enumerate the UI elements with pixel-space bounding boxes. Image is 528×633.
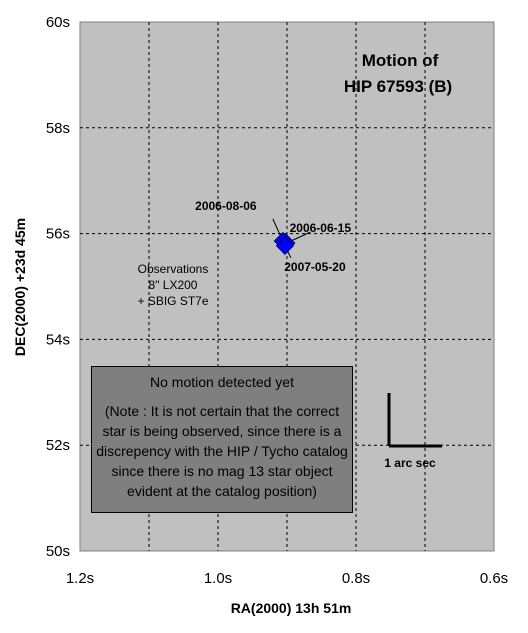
data-point	[275, 236, 295, 255]
y-tick-label: 58s	[46, 120, 70, 137]
y-tick-label: 54s	[46, 331, 70, 348]
x-tick-label: 0.8s	[342, 570, 370, 587]
tick-labels: 1.2s 1.0s 0.8s 0.6s 50s 52s 54s 56s 58s 60s	[46, 14, 508, 587]
point-label: 2006-08-06	[195, 199, 257, 213]
note-body: (Note : It is not certain that the corre…	[96, 403, 348, 499]
y-tick-label: 52s	[46, 437, 70, 454]
x-tick-label: 1.2s	[66, 570, 94, 587]
observations-line-3: + SBIG ST7e	[137, 294, 208, 308]
observations-line-2: 8" LX200	[149, 278, 198, 292]
point-annotations: 2006-08-06 2006-06-15 2007-05-20	[195, 199, 351, 274]
y-axis-title: DEC(2000) +23d 45m	[12, 218, 28, 356]
observations-line-1: Observations	[138, 262, 209, 276]
point-label: 2006-06-15	[290, 221, 352, 235]
note-heading: No motion detected yet	[150, 374, 294, 390]
y-tick-label: 60s	[46, 14, 70, 31]
data-points	[273, 231, 296, 255]
chart-title-line2: HIP 67593 (B)	[344, 77, 452, 96]
x-tick-label: 1.0s	[204, 570, 232, 587]
y-tick-label: 56s	[46, 226, 70, 243]
x-axis-title: RA(2000) 13h 51m	[231, 600, 352, 616]
y-tick-label: 50s	[46, 543, 70, 560]
point-label: 2007-05-20	[284, 260, 346, 274]
x-tick-label: 0.6s	[480, 570, 508, 587]
note-box: No motion detected yet (Note : It is not…	[91, 366, 353, 513]
scale-bar-label: 1 arc sec	[384, 456, 436, 470]
chart-title-line1: Motion of	[362, 51, 439, 70]
